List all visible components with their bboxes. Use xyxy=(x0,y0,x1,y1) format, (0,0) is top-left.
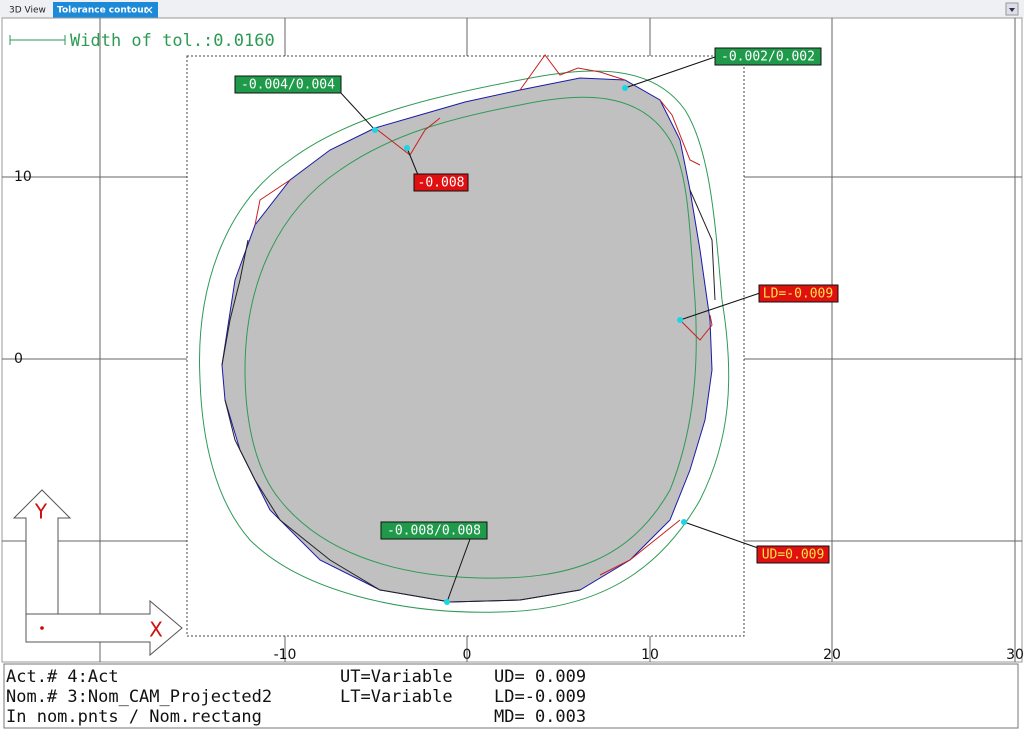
deviation-hatching-neg xyxy=(221,189,716,603)
callout-label: -0.008/0.008 xyxy=(387,524,481,539)
tab-bar xyxy=(0,0,1024,18)
x-tick-label: 30 xyxy=(1006,647,1024,663)
x-tick-label: 10 xyxy=(641,647,659,663)
x-tick-label: 20 xyxy=(823,647,841,663)
info-text: Act.# 4:Act Nom.# 3:Nom_CAM_Projected2 I… xyxy=(6,667,586,727)
tol-scale xyxy=(9,35,66,45)
info-left: Nom.# 3:Nom_CAM_Projected2 xyxy=(6,687,272,707)
tab[interactable]: 3D View xyxy=(9,6,46,16)
axis-icon-label: Y xyxy=(34,500,48,524)
info-middle: UT=Variable xyxy=(340,667,453,687)
callouts: -0.002/0.002 -0.004/0.004 -0.008 LD=-0.0… xyxy=(234,47,839,605)
x-tick-label: -10 xyxy=(274,647,297,663)
tol-width-label: Width of tol.:0.0160 xyxy=(70,31,275,51)
axis-icon-label: X xyxy=(149,618,163,642)
info-left: Act.# 4:Act xyxy=(6,667,119,687)
info-right: UD= 0.009 xyxy=(494,667,586,687)
x-axis-labels: -10 0 10 20 30 xyxy=(274,647,1024,663)
callout-label: UD=0.009 xyxy=(762,548,825,563)
y-tick-label: 10 xyxy=(14,169,32,185)
info-panel xyxy=(3,663,1019,729)
dropdown-arrow xyxy=(1009,8,1015,12)
callout-label: -0.008 xyxy=(418,176,465,191)
upper-tolerance xyxy=(199,70,730,613)
deviation-hatching xyxy=(254,54,713,576)
active-tab[interactable] xyxy=(53,2,158,18)
info-right: MD= 0.003 xyxy=(494,707,586,727)
close-icon[interactable] xyxy=(145,6,153,14)
x-tick-label: 0 xyxy=(463,647,472,663)
info-right: LD=-0.009 xyxy=(494,687,586,707)
callout-label: LD=-0.009 xyxy=(763,287,833,302)
lower-tolerance xyxy=(244,96,697,579)
y-tick-label: 0 xyxy=(14,351,23,367)
info-left: In nom.pnts / Nom.rectang xyxy=(6,707,262,727)
callout-label: -0.004/0.004 xyxy=(241,78,335,93)
actual-contour xyxy=(221,77,713,603)
tab[interactable]: Tolerance contour xyxy=(57,6,149,16)
callout-label: -0.002/0.002 xyxy=(721,50,815,65)
info-middle: LT=Variable xyxy=(340,687,453,707)
